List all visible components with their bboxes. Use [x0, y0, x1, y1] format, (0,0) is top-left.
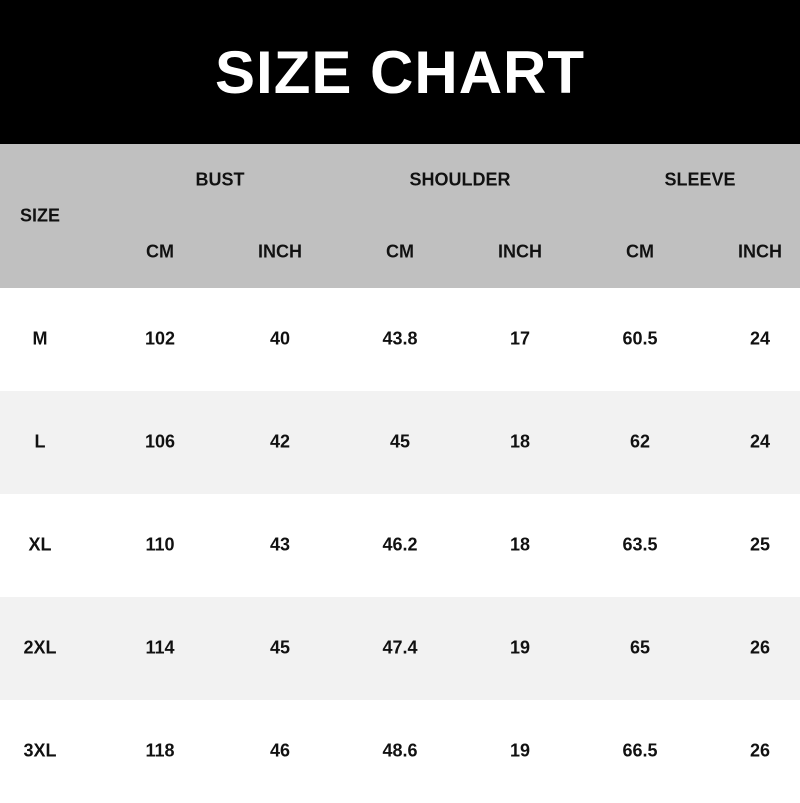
value-cell: 60.5 [622, 328, 658, 349]
value-cell: 118 [145, 740, 175, 761]
table-row: 3XL 118 46 48.6 19 66.5 26 [0, 700, 800, 803]
header-unit: CM [146, 241, 174, 262]
header-unit: INCH [258, 241, 302, 262]
value-cell: 47.4 [382, 637, 418, 658]
value-cell: 46.2 [382, 534, 418, 555]
value-cell: 110 [145, 534, 175, 555]
size-cell: L [34, 431, 46, 452]
table-row: M 102 40 43.8 17 60.5 24 [0, 288, 800, 391]
value-cell: 18 [509, 431, 531, 452]
value-cell: 25 [749, 534, 771, 555]
value-cell: 106 [144, 431, 176, 452]
table-header: SIZE BUST SHOULDER SLEEVE CM INCH CM INC… [0, 144, 800, 288]
value-cell: 65 [629, 637, 651, 658]
table-row: L 106 42 45 18 62 24 [0, 391, 800, 494]
header-shoulder: SHOULDER [409, 169, 511, 190]
value-cell: 19 [509, 637, 531, 658]
value-cell: 62 [629, 431, 651, 452]
table-row: XL 110 43 46.2 18 63.5 25 [0, 494, 800, 597]
value-cell: 42 [269, 431, 291, 452]
value-cell: 26 [749, 637, 771, 658]
size-cell: 2XL [23, 637, 57, 658]
size-cell: XL [28, 534, 52, 555]
value-cell: 46 [269, 740, 291, 761]
value-cell: 18 [509, 534, 531, 555]
value-cell: 43 [269, 534, 291, 555]
header-unit: CM [626, 241, 654, 262]
value-cell: 63.5 [622, 534, 658, 555]
size-cell: 3XL [23, 740, 57, 761]
value-cell: 40 [269, 328, 291, 349]
header-sleeve: SLEEVE [664, 169, 736, 190]
value-cell: 24 [749, 431, 771, 452]
header-size: SIZE [19, 205, 61, 226]
header-unit: INCH [738, 241, 782, 262]
value-cell: 45 [389, 431, 411, 452]
value-cell: 45 [269, 637, 291, 658]
value-cell: 24 [749, 328, 771, 349]
value-cell: 26 [749, 740, 771, 761]
value-cell: 48.6 [382, 740, 418, 761]
header-unit: INCH [498, 241, 542, 262]
table-row: 2XL 114 45 47.4 19 65 26 [0, 597, 800, 700]
size-cell: M [32, 328, 48, 349]
value-cell: 114 [145, 637, 175, 658]
page-title: SIZE CHART [215, 38, 585, 106]
header-unit: CM [386, 241, 414, 262]
value-cell: 102 [144, 328, 176, 349]
header-bust: BUST [195, 169, 245, 190]
title-bar: SIZE CHART [0, 0, 800, 144]
value-cell: 19 [509, 740, 531, 761]
value-cell: 43.8 [382, 328, 418, 349]
value-cell: 17 [509, 328, 531, 349]
value-cell: 66.5 [622, 740, 658, 761]
